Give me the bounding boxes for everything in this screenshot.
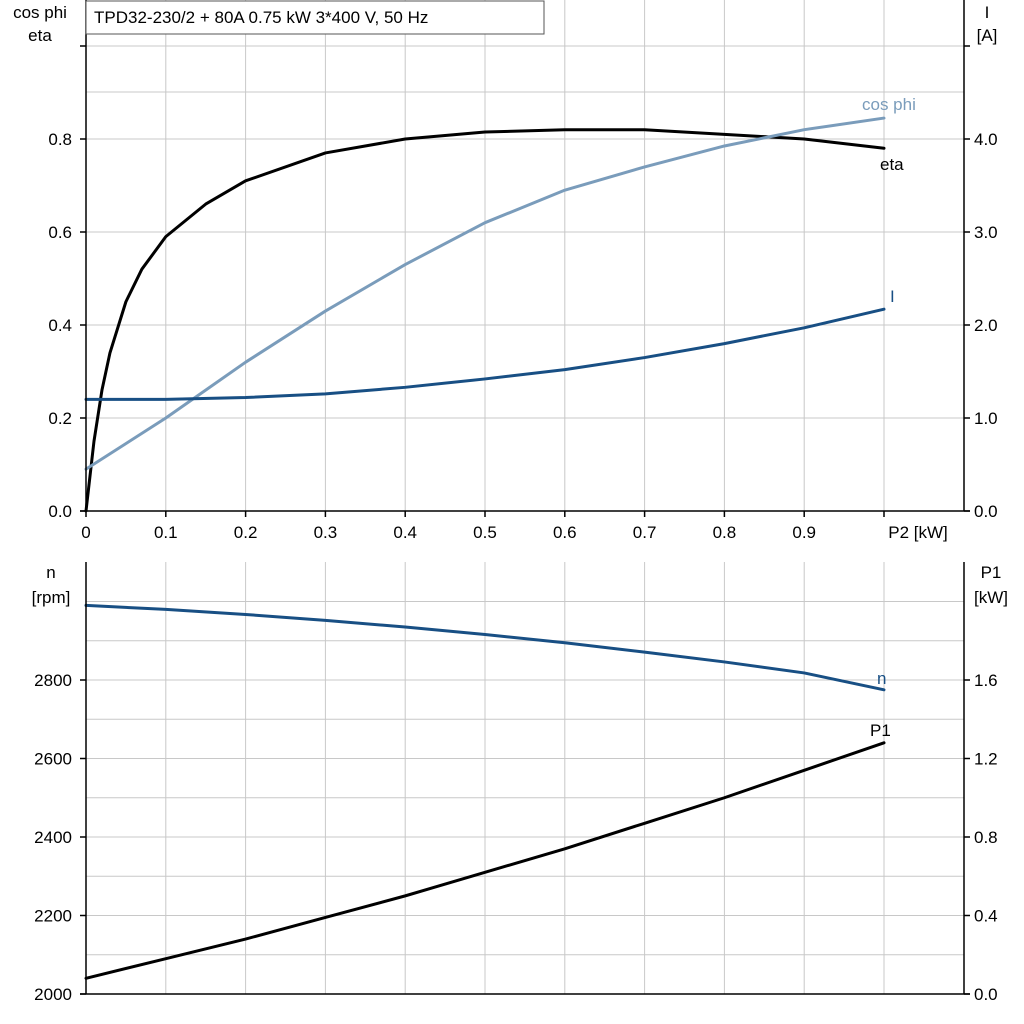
upper-right-tick-label: 2.0	[974, 316, 998, 335]
upper-right-tick-label: 1.0	[974, 409, 998, 428]
lower-left-axis-label-line2: [rpm]	[32, 588, 71, 607]
x-tick-label: 0.1	[154, 523, 178, 542]
upper-right-tick-label: 3.0	[974, 223, 998, 242]
series-label-n: n	[877, 669, 886, 688]
upper-right-axis-label-line2: [A]	[977, 26, 998, 45]
x-tick-label: 0.3	[314, 523, 338, 542]
series-line-eta	[84, 128, 886, 513]
lower-curves	[84, 603, 886, 980]
series-line-n	[84, 603, 886, 692]
title-box	[85, 0, 545, 35]
upper-left-tick-label: 0.8	[48, 130, 72, 149]
upper-axes	[80, 0, 970, 517]
lower-left-tick-label: 2000	[34, 985, 72, 1004]
lower-left-axis-label-line1: n	[46, 563, 55, 582]
x-tick-label: 0.8	[713, 523, 737, 542]
lower-right-axis-label-line2: [kW]	[974, 588, 1008, 607]
upper-curves	[84, 116, 886, 513]
upper-left-tick-label: 0.0	[48, 502, 72, 521]
lower-left-tick-label: 2200	[34, 907, 72, 926]
x-tick-label: 0.2	[234, 523, 258, 542]
upper-left-axis-label-line2: eta	[28, 26, 52, 45]
lower-left-tick-label: 2400	[34, 828, 72, 847]
upper-left-tick-label: 0.6	[48, 223, 72, 242]
upper-right-tick-label: 4.0	[974, 130, 998, 149]
upper-left-tick-label: 0.4	[48, 316, 72, 335]
x-tick-label: 0.7	[633, 523, 657, 542]
series-label-cos-phi: cos phi	[862, 95, 916, 114]
x-axis-label: P2 [kW]	[888, 523, 948, 542]
lower-right-tick-label: 1.2	[974, 750, 998, 769]
lower-tick-labels: 2000 2200 2400 2600 2800 0.0 0.4 0.8 1.2 1.6	[34, 671, 997, 1004]
lower-right-tick-label: 1.6	[974, 671, 998, 690]
upper-left-axis-label-line1: cos phi	[13, 3, 67, 22]
x-tick-label: 0.4	[393, 523, 417, 542]
series-line-cos-phi	[84, 116, 886, 471]
x-tick-label: 0.6	[553, 523, 577, 542]
lower-right-tick-label: 0.0	[974, 985, 998, 1004]
series-label-p1: P1	[870, 721, 891, 740]
chart-title: TPD32-230/2 + 80A 0.75 kW 3*400 V, 50 Hz	[94, 8, 428, 27]
upper-tick-labels: 0 0.1 0.2 0.3 0.4 0.5 0.6 0.7 0.8 0.9 0.0 0.2 0.4 0.6…	[48, 130, 997, 542]
lower-left-tick-label: 2600	[34, 750, 72, 769]
lower-grid	[86, 562, 964, 994]
x-tick-label: 0	[81, 523, 90, 542]
lower-right-tick-label: 0.4	[974, 907, 998, 926]
upper-right-tick-label: 0.0	[974, 502, 998, 521]
lower-right-tick-label: 0.8	[974, 828, 998, 847]
x-tick-label: 0.9	[792, 523, 816, 542]
upper-left-tick-label: 0.2	[48, 409, 72, 428]
series-line-p1	[84, 741, 886, 980]
series-label-i: I	[890, 287, 895, 306]
series-label-eta: eta	[880, 155, 904, 174]
x-tick-label: 0.5	[473, 523, 497, 542]
lower-right-axis-label-line1: P1	[981, 563, 1002, 582]
lower-axes	[80, 562, 970, 995]
upper-right-axis-label-line1: I	[985, 3, 990, 22]
lower-left-tick-label: 2800	[34, 671, 72, 690]
upper-grid	[86, 0, 964, 511]
series-line-i	[84, 307, 886, 401]
